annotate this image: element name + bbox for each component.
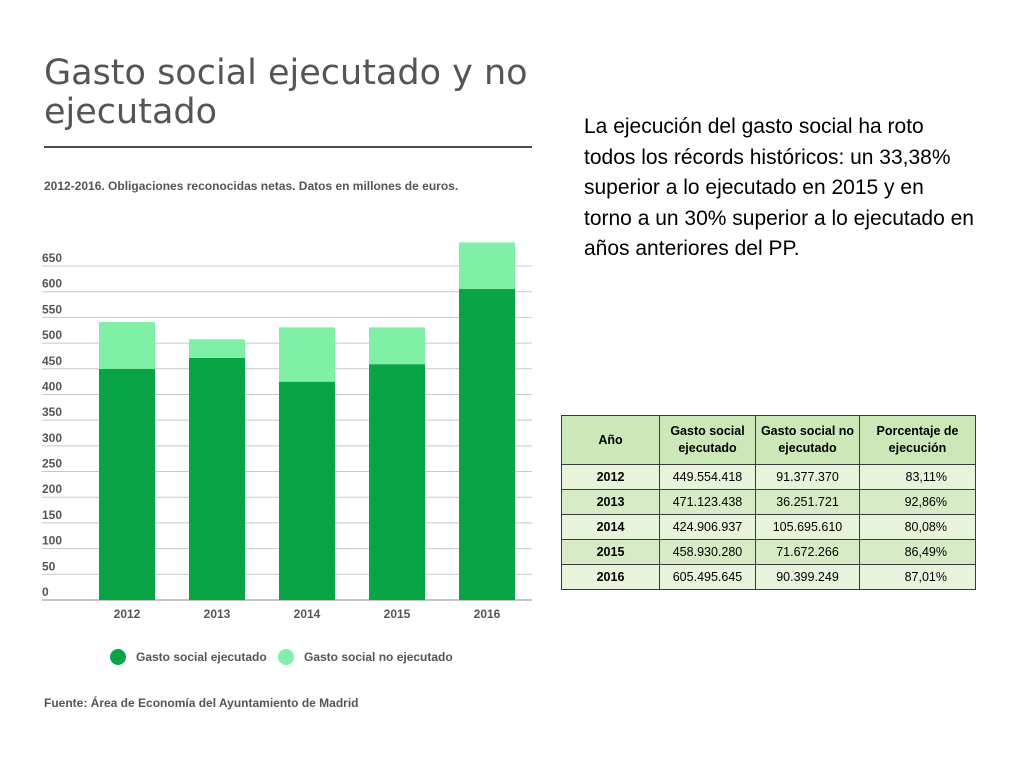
y-tick-label: 0 [42,585,49,599]
table-row: 2014 424.906.937 105.695.610 80,08% [561,514,976,540]
y-tick-label: 650 [42,251,62,265]
bar-executed [99,369,155,600]
bar-not-executed [279,327,335,382]
y-tick-label: 150 [42,508,62,522]
table-cell-not-executed: 105.695.610 [755,514,860,540]
bar-executed [369,364,425,600]
x-tick-label: 2013 [204,607,231,621]
bar-executed [459,288,515,600]
y-tick-label: 450 [42,354,62,368]
legend-label-executed: Gasto social ejecutado [136,650,267,664]
chart-title: Gasto social ejecutado y no ejecutado [44,53,528,132]
title-divider [44,146,532,148]
table-cell-executed: 424.906.937 [659,514,756,540]
x-tick-label: 2016 [474,607,501,621]
y-tick-label: 250 [42,457,62,471]
table-cell-year: 2016 [561,564,660,590]
table-cell-year: 2015 [561,539,660,565]
table-row: 2012 449.554.418 91.377.370 83,11% [561,464,976,490]
y-axis-ticks: 0 50 100 150 200 250 300 350 400 450 500 550 600 650 [42,251,62,599]
y-tick-label: 200 [42,482,62,496]
bar-not-executed [99,322,155,370]
x-axis-ticks: 2012 2013 2014 2015 2016 [114,607,501,621]
table-cell-not-executed: 71.672.266 [755,539,860,565]
y-tick-label: 550 [42,302,62,316]
legend-swatch-executed [110,649,126,665]
legend-label-not-executed: Gasto social no ejecutado [304,650,453,664]
table-cell-executed: 449.554.418 [659,464,756,490]
y-tick-label: 300 [42,431,62,445]
table-cell-executed: 471.123.438 [659,489,756,515]
bar-executed [279,381,335,600]
y-tick-label: 50 [42,559,56,573]
y-tick-label: 350 [42,405,62,419]
table-cell-percentage: 87,01% [859,564,976,590]
table-header-year: Año [561,415,660,465]
table-header-executed: Gasto social ejecutado [659,415,756,465]
table-cell-percentage: 92,86% [859,489,976,515]
table-header-not-executed: Gasto social no ejecutado [755,415,860,465]
bar-not-executed [369,327,425,365]
data-table: Año Gasto social ejecutado Gasto social … [561,415,976,590]
legend-swatch-not-executed [278,649,294,665]
x-tick-label: 2015 [384,607,411,621]
table-cell-year: 2013 [561,489,660,515]
bar-not-executed [459,242,515,289]
chart-subtitle: 2012-2016. Obligaciones reconocidas neta… [44,179,459,193]
table-cell-percentage: 86,49% [859,539,976,565]
x-tick-label: 2014 [294,607,321,621]
table-header-percentage: Porcentaje de ejecución [859,415,976,465]
y-tick-label: 600 [42,277,62,291]
table-cell-not-executed: 91.377.370 [755,464,860,490]
chart-source: Fuente: Área de Economía del Ayuntamient… [44,696,359,710]
table-cell-year: 2012 [561,464,660,490]
table-cell-executed: 605.495.645 [659,564,756,590]
y-tick-label: 100 [42,534,62,548]
table-row: 2015 458.930.280 71.672.266 86,49% [561,539,976,565]
commentary-text: La ejecución del gasto social ha roto to… [584,115,974,260]
x-tick-label: 2012 [114,607,141,621]
bar-executed [189,357,245,600]
stacked-bar-chart: 050100150200250300350400450500550600650 … [42,242,532,621]
table-row: 2016 605.495.645 90.399.249 87,01% [561,564,976,590]
table-header-row: Año Gasto social ejecutado Gasto social … [561,415,976,465]
table-cell-not-executed: 90.399.249 [755,564,860,590]
table-cell-year: 2014 [561,514,660,540]
y-tick-label: 500 [42,328,62,342]
bars [99,242,515,600]
table-cell-not-executed: 36.251.721 [755,489,860,515]
table-cell-executed: 458.930.280 [659,539,756,565]
table-cell-percentage: 83,11% [859,464,976,490]
y-tick-label: 400 [42,379,62,393]
table-cell-percentage: 80,08% [859,514,976,540]
table-row: 2013 471.123.438 36.251.721 92,86% [561,489,976,515]
bar-not-executed [189,339,245,358]
